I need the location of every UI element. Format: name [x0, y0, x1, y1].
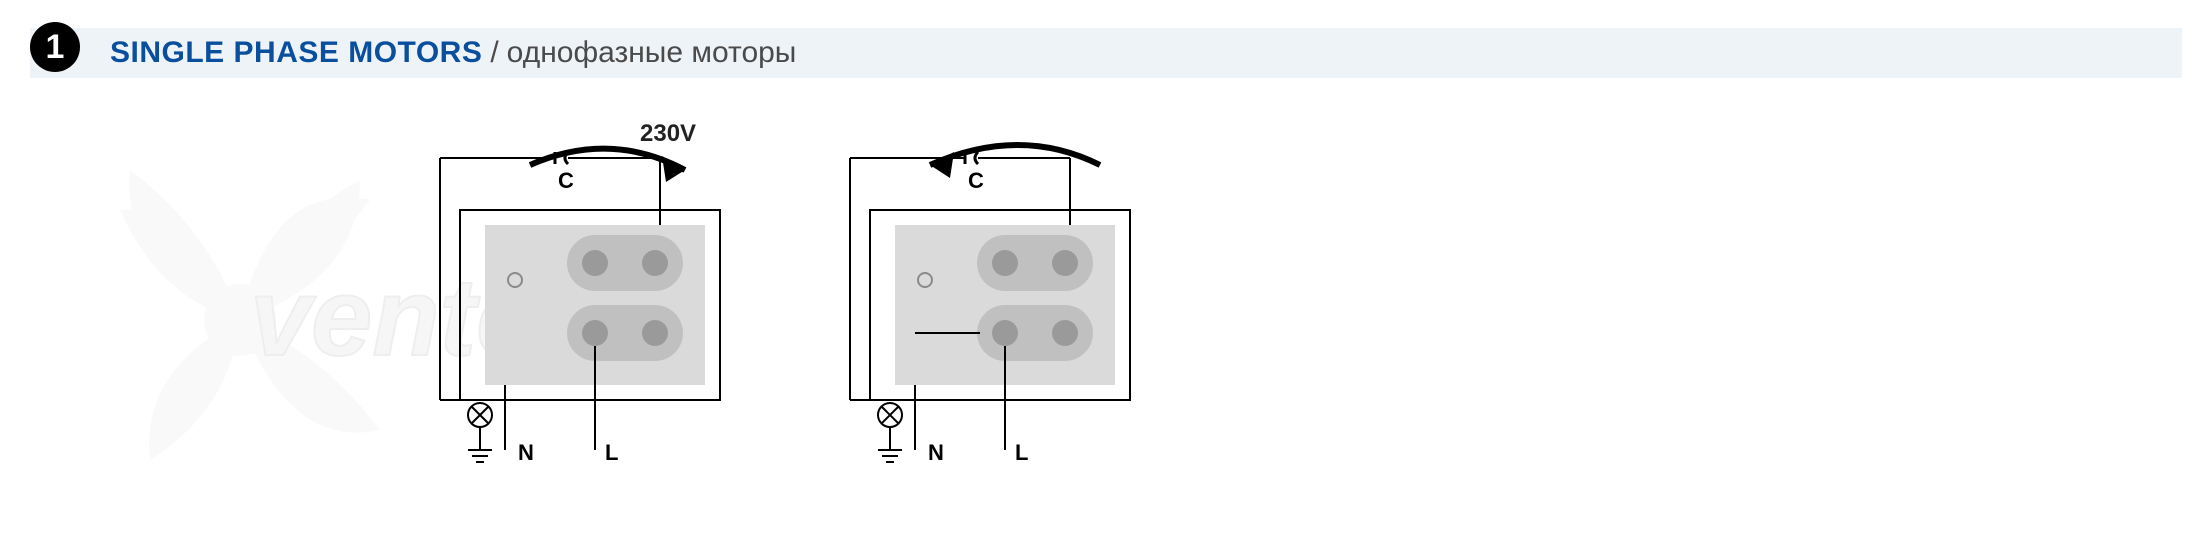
- wiring-diagrams: C N L: [410, 110, 1160, 490]
- neutral-label: N: [518, 440, 534, 465]
- section-number: 1: [46, 28, 65, 67]
- neutral-label: N: [928, 440, 944, 465]
- cap-label-c: C: [968, 168, 984, 193]
- cap-label-c: C: [558, 168, 574, 193]
- section-header: SINGLE PHASE MOTORS / однофазные моторы: [30, 28, 2182, 78]
- diagram-cw: C N L: [410, 110, 750, 490]
- title-russian: однофазные моторы: [507, 36, 797, 70]
- section-number-badge: 1: [30, 22, 80, 72]
- title-english: SINGLE PHASE MOTORS: [110, 36, 482, 70]
- live-label: L: [605, 440, 618, 465]
- diagram-ccw: C N L: [820, 110, 1160, 490]
- live-label: L: [1015, 440, 1028, 465]
- title-separator: /: [490, 36, 498, 70]
